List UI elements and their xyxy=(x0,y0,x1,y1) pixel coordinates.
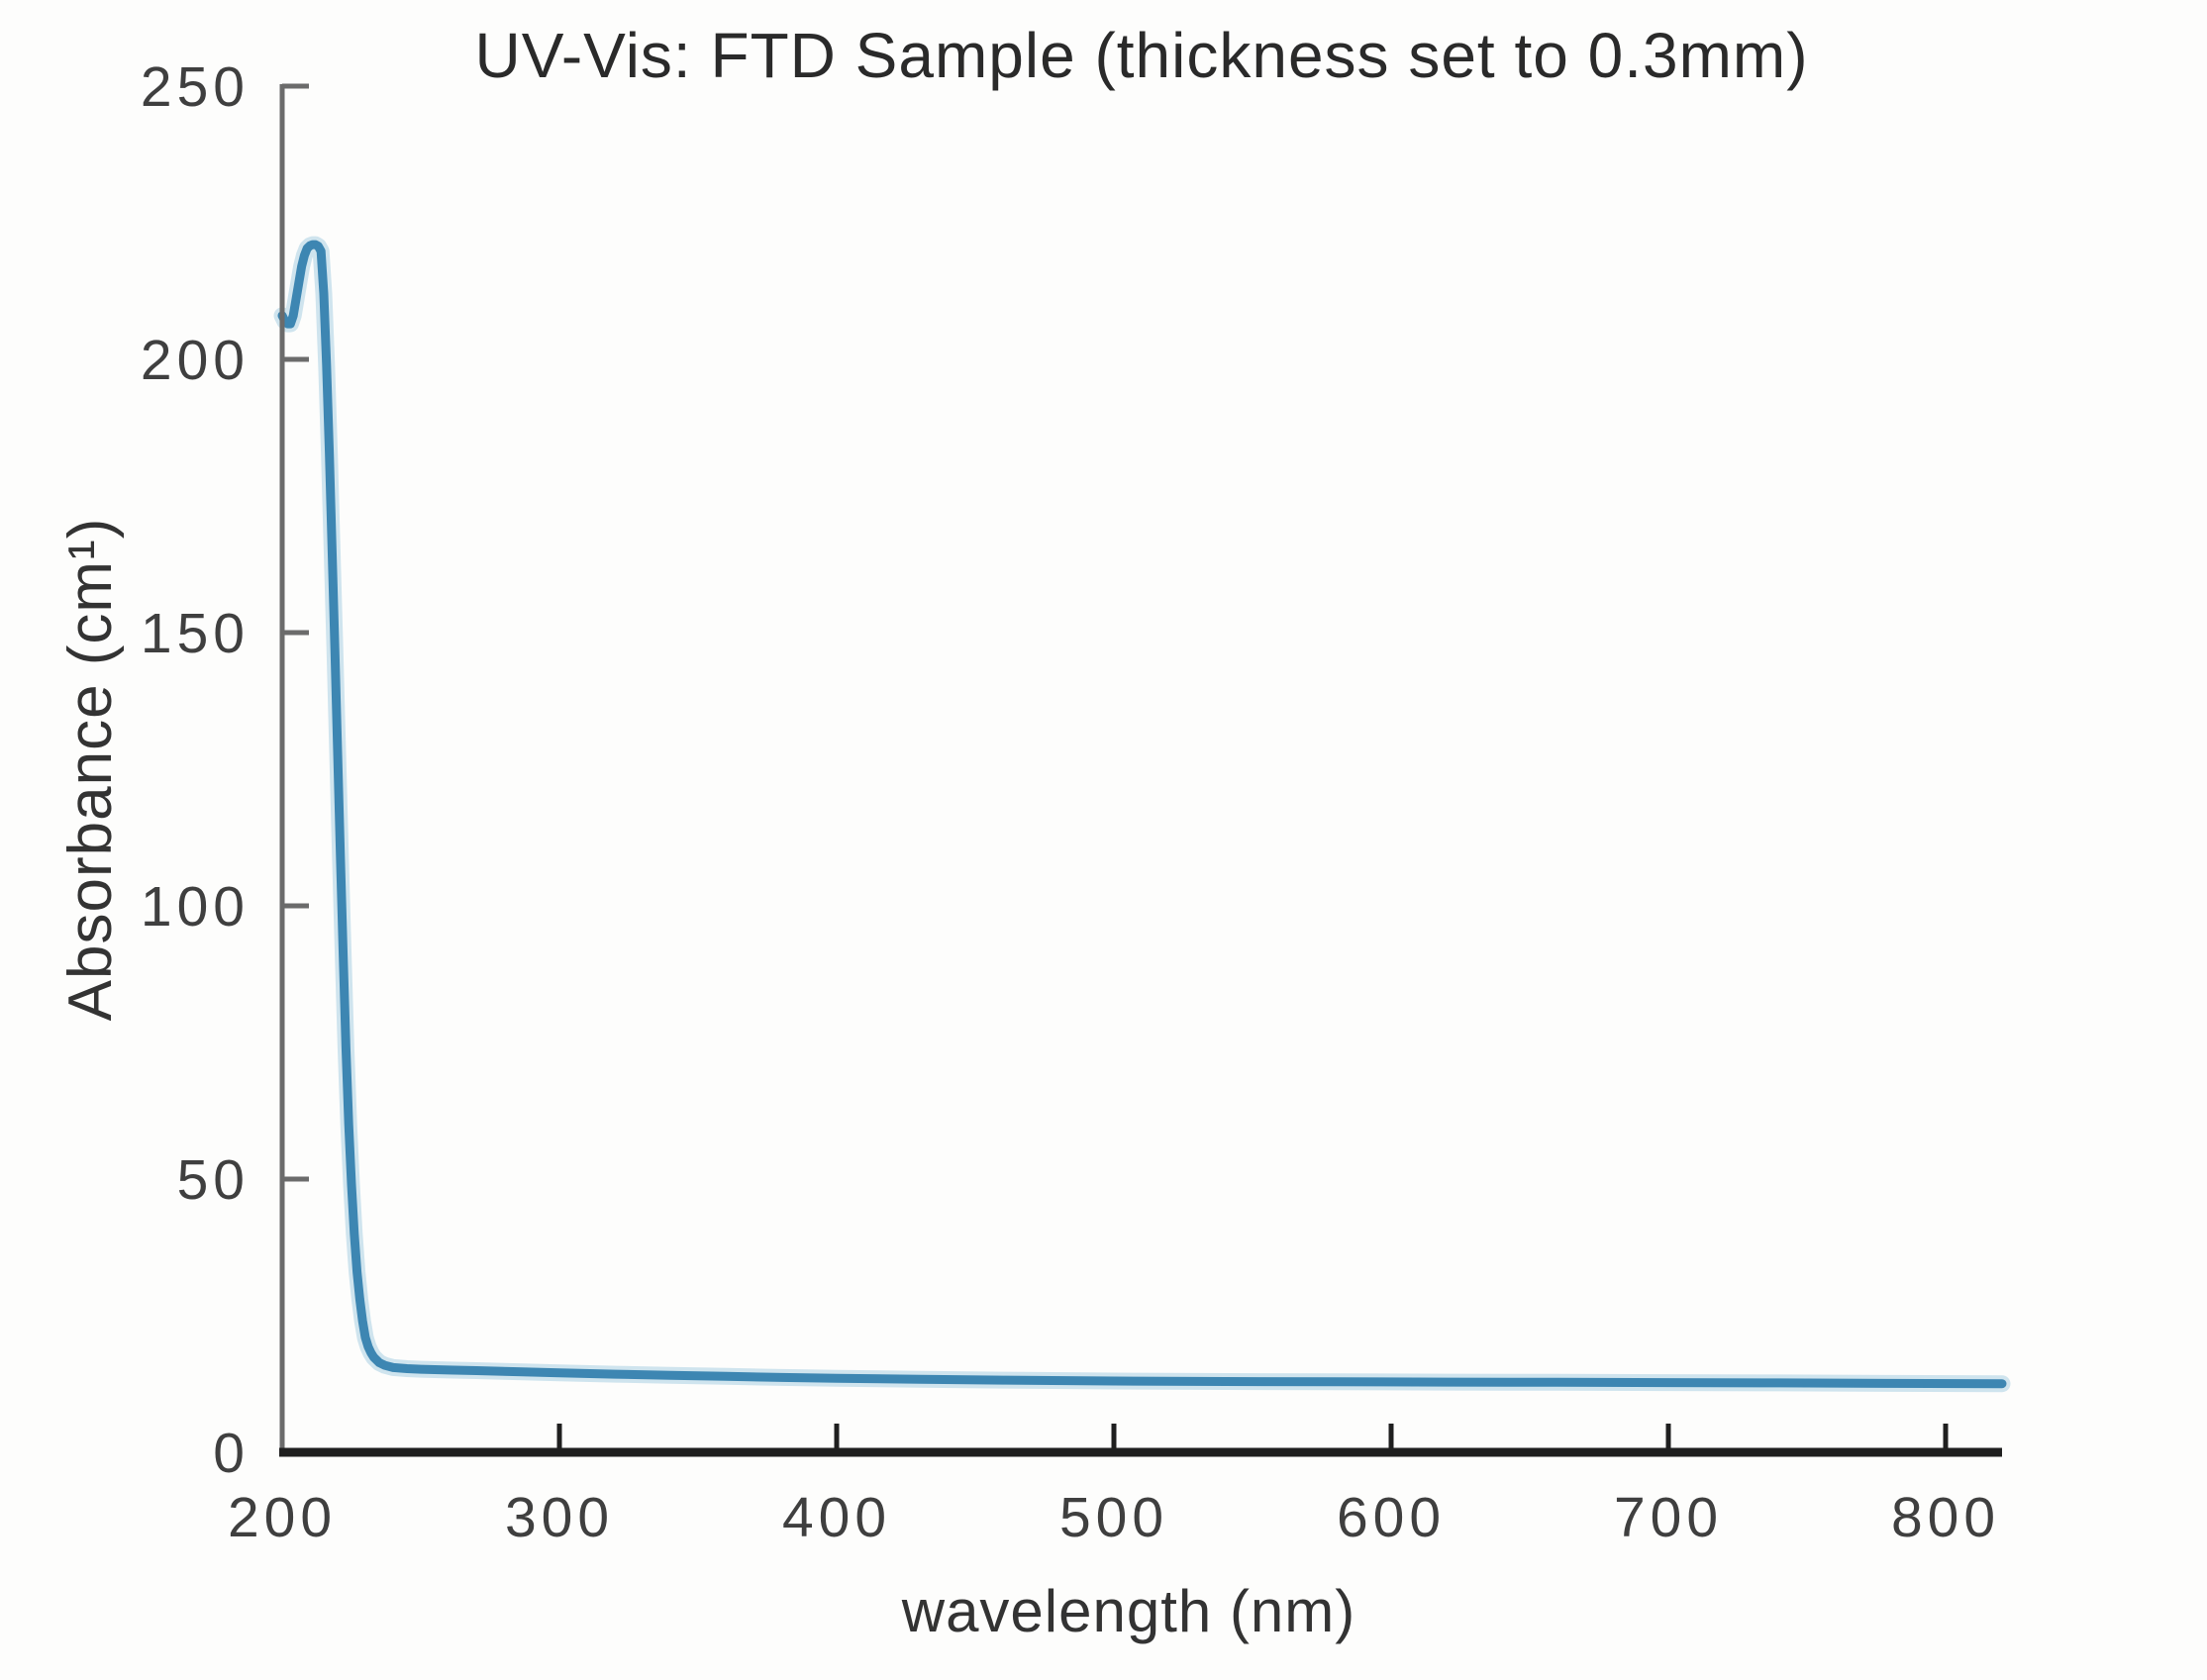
y-tick-label: 250 xyxy=(141,55,250,119)
x-tick-label: 500 xyxy=(1059,1486,1168,1549)
y-tick-label: 150 xyxy=(141,602,250,665)
absorbance-curve xyxy=(277,240,2007,1389)
y-tick-label: 0 xyxy=(213,1422,250,1485)
absorbance-curve-halo xyxy=(273,236,2011,1393)
y-tick-label: 50 xyxy=(177,1148,250,1212)
x-axis-label: wavelength (nm) xyxy=(901,1578,1356,1644)
y-tick-label: 100 xyxy=(141,875,250,939)
x-tick-label: 400 xyxy=(782,1486,891,1549)
x-tick-label: 300 xyxy=(505,1486,614,1549)
x-tick-label: 800 xyxy=(1891,1486,2000,1549)
y-axis-label: Absorbance (cm¹) xyxy=(56,518,125,1022)
chart-title: UV-Vis: FTD Sample (thickness set to 0.3… xyxy=(474,20,1808,91)
y-tick-label: 200 xyxy=(141,329,250,392)
x-tick-label: 700 xyxy=(1614,1486,1723,1549)
x-tick-label: 200 xyxy=(228,1486,337,1549)
x-tick-label: 600 xyxy=(1337,1486,1446,1549)
